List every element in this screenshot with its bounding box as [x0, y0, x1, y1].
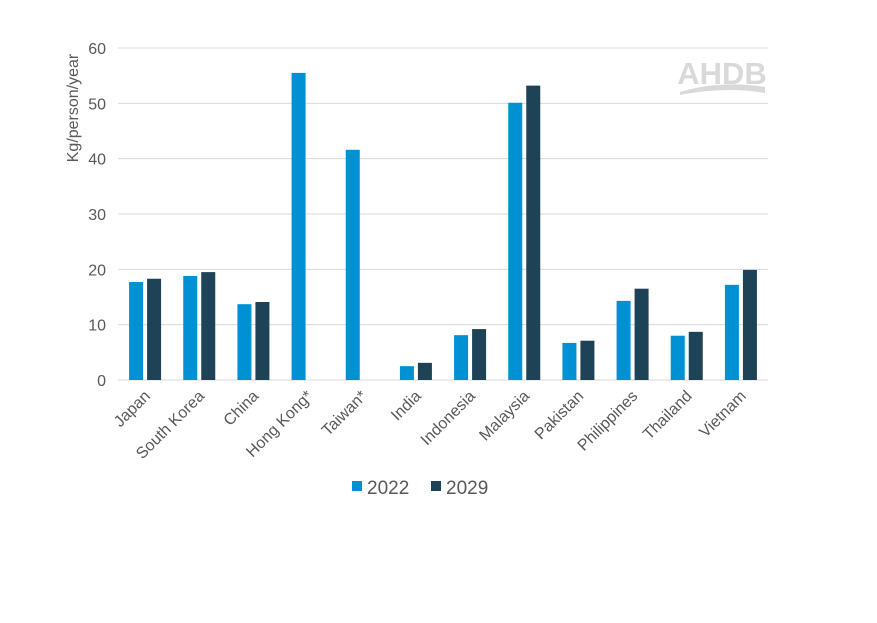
bars	[129, 72, 757, 381]
bar-2022-philippines	[616, 300, 631, 380]
bar-2022-pakistan	[562, 342, 577, 380]
legend-swatch-2029	[431, 481, 441, 491]
bar-2022-vietnam	[724, 284, 739, 380]
bar-2022-indonesia	[454, 335, 469, 380]
bar-2029-thailand	[688, 331, 703, 380]
y-tick-label: 0	[97, 373, 106, 390]
bar-2022-thailand	[670, 335, 685, 380]
x-tick-label: Vietnam	[696, 388, 749, 441]
x-tick-label: India	[388, 388, 425, 425]
y-tick-label: 40	[88, 152, 106, 169]
bar-2022-taiwan-	[345, 149, 360, 380]
x-tick-label: Malaysia	[476, 388, 533, 445]
bar-2029-malaysia	[526, 85, 541, 381]
bar-2029-china	[255, 301, 270, 380]
bar-2029-indonesia	[472, 329, 487, 380]
x-tick-label: Japan	[111, 388, 154, 431]
y-tick-label: 10	[88, 318, 106, 335]
y-axis-ticks: 0 10 20 30 40 50 60	[88, 41, 106, 390]
x-tick-label: Pakistan	[532, 388, 587, 443]
gridlines	[118, 47, 768, 381]
bar-2022-india	[399, 366, 414, 380]
bar-2029-pakistan	[580, 340, 595, 380]
legend-swatch-2022	[352, 481, 362, 491]
bar-2022-japan	[129, 282, 144, 380]
y-tick-label: 20	[88, 262, 106, 279]
x-tick-label: Taiwan*	[319, 388, 371, 440]
x-tick-label: Thailand	[640, 388, 695, 443]
bar-2022-hong-kong-	[291, 72, 306, 381]
y-tick-label: 50	[88, 96, 106, 113]
ahdb-logo: AHDB	[677, 56, 767, 95]
bar-2029-south-korea	[201, 272, 216, 380]
bar-2022-south-korea	[183, 275, 198, 380]
bar-2029-india	[417, 362, 432, 380]
bar-2029-philippines	[634, 288, 649, 380]
x-tick-label: China	[221, 388, 263, 430]
x-tick-label: Indonesia	[418, 388, 479, 449]
y-axis-label: Kg/person/year	[65, 53, 82, 162]
legend: 2022 2029	[352, 478, 488, 499]
bar-2029-vietnam	[742, 269, 757, 380]
legend-label-2022: 2022	[367, 478, 409, 499]
logo-swoosh	[680, 84, 765, 95]
y-tick-label: 60	[88, 41, 106, 58]
bar-2022-malaysia	[508, 102, 523, 380]
bar-2022-china	[237, 304, 252, 380]
bar-2029-japan	[147, 278, 162, 380]
legend-label-2029: 2029	[446, 478, 488, 499]
y-tick-label: 30	[88, 207, 106, 224]
